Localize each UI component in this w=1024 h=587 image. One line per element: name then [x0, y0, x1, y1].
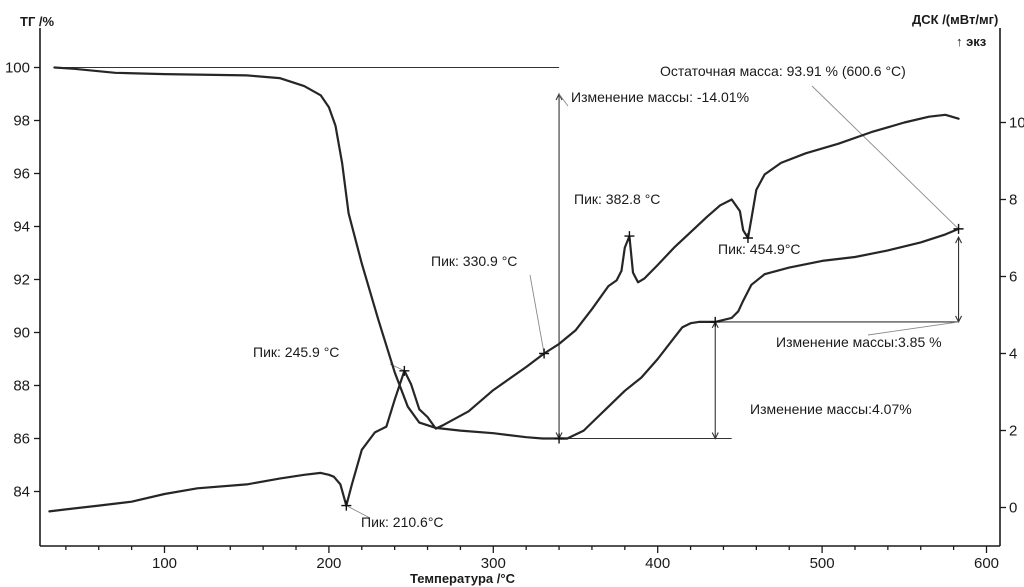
- series-line-2: [48, 113, 960, 513]
- left-tick-label: 92: [13, 272, 30, 289]
- left-tick-label: 98: [13, 113, 30, 130]
- mass-change-1-label: Изменение массы: -14.01%: [571, 89, 749, 105]
- right-tick-label: 10: [1009, 115, 1024, 132]
- mass-change-3-label: Изменение массы:3.85 %: [776, 334, 942, 350]
- x-tick-label: 300: [481, 555, 506, 572]
- right-axis-sublabel: ↑ экз: [956, 34, 987, 49]
- x-tick-label: 500: [810, 555, 835, 572]
- peak-330-label: Пик: 330.9 °C: [431, 253, 517, 269]
- peak-245-label: Пик: 245.9 °C: [253, 344, 339, 360]
- peak-marker: [539, 348, 550, 359]
- leader-residual: [811, 85, 959, 230]
- leader-peak-330: [529, 274, 545, 354]
- markers-layer: [341, 223, 964, 511]
- series-line-1: [53, 66, 569, 440]
- x-tick-label: 600: [974, 555, 999, 572]
- left-tick-label: 86: [13, 431, 30, 448]
- left-tick-label: 94: [13, 219, 30, 236]
- peak-454-label: Пик: 454.9°C: [718, 241, 801, 257]
- right-tick-label: 6: [1009, 269, 1017, 286]
- left-axis-title: ТГ /%: [20, 14, 55, 29]
- mass-point-marker: [953, 223, 964, 234]
- leader-mass-change-3: [867, 321, 959, 336]
- leader-mass-change-1: [558, 93, 569, 107]
- mass-change-2-arrow-head-bottom: [711, 432, 719, 440]
- x-tick-label: 200: [316, 555, 341, 572]
- peak-382-label: Пик: 382.8 °C: [574, 191, 660, 207]
- peak-marker: [341, 500, 352, 511]
- peak-marker: [624, 231, 635, 242]
- series-layer: [48, 66, 960, 513]
- x-tick-label: 100: [152, 555, 177, 572]
- left-tick-label: 88: [13, 378, 30, 395]
- left-tick-label: 96: [13, 166, 30, 183]
- x-axis-title: Температура /°C: [410, 571, 516, 586]
- mass-change-3-arrow-head-top: [955, 235, 963, 244]
- peak-marker: [399, 365, 410, 376]
- guides-layer: [54, 66, 963, 519]
- mass-point-marker: [710, 316, 721, 327]
- right-tick-label: 8: [1009, 192, 1017, 209]
- right-tick-label: 4: [1009, 346, 1017, 363]
- leader-peak-210: [346, 505, 371, 519]
- peak-210-label: Пик: 210.6°C: [361, 514, 444, 530]
- right-tick-label: 2: [1009, 423, 1017, 440]
- ticks-layer: 84 86 88 90 92 94 96 98 100 0 2 4 6 8 10 100 200 300 400 50…: [5, 60, 1024, 573]
- x-tick-label: 400: [645, 555, 670, 572]
- residual-mass-label: Остаточная масса: 93.91 % (600.6 °C): [660, 63, 906, 79]
- mass-change-2-label: Изменение массы:4.07%: [750, 401, 912, 417]
- left-tick-label: 90: [13, 325, 30, 342]
- right-axis-title: ДСК /(мВт/мг): [912, 12, 998, 27]
- left-tick-label: 100: [5, 60, 30, 77]
- peak-marker: [742, 233, 753, 243]
- right-tick-label: 0: [1009, 500, 1017, 517]
- mass-point-marker: [554, 433, 565, 444]
- left-tick-label: 84: [13, 484, 30, 501]
